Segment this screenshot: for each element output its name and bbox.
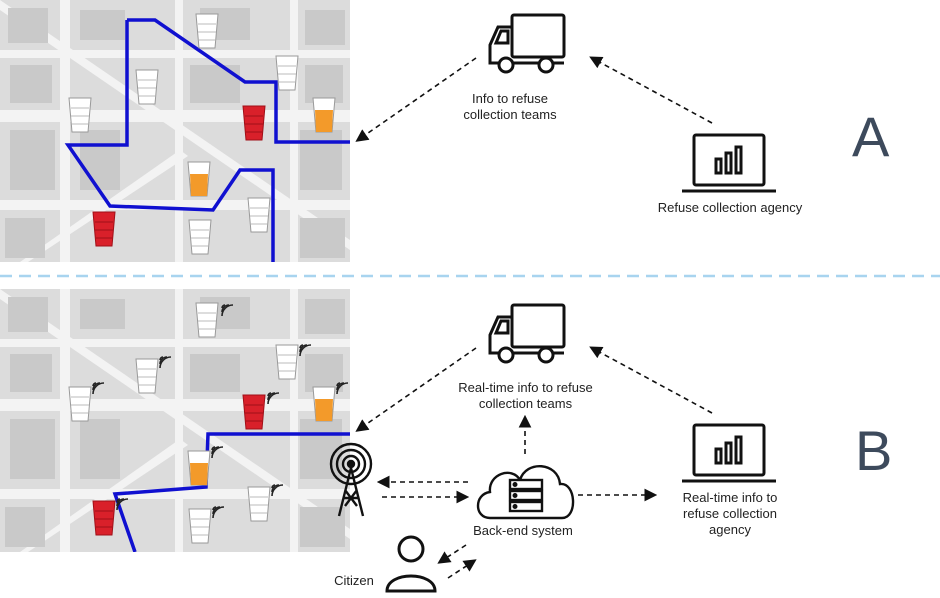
agency-label-b-line3: agency [709, 522, 751, 537]
waste-bin-icon [68, 97, 92, 133]
waste-bin-icon [92, 500, 116, 536]
truck-label-b: Real-time info to refuse collection team… [438, 380, 613, 412]
arrow-citizen-to-backend [447, 559, 477, 579]
agency-label-b-line1: Real-time info to [682, 490, 778, 505]
waste-bin-icon [92, 211, 116, 247]
waste-bin-icon [135, 358, 159, 394]
waste-bin-icon [195, 13, 219, 49]
waste-bin-icon [242, 394, 266, 430]
wifi-signal-icon [211, 446, 224, 459]
arrow-truck-to-map-b [355, 347, 477, 432]
arrow-agency-to-truck-b [589, 346, 713, 414]
wifi-signal-icon [271, 484, 284, 497]
agency-label-a: Refuse collection agency [657, 200, 803, 215]
waste-bin-icon [68, 386, 92, 422]
waste-bin-icon [247, 486, 271, 522]
bins-map-b [68, 302, 336, 544]
panel-letter-b: B [855, 419, 893, 482]
wifi-signal-icon [92, 382, 105, 395]
wifi-signal-icon [221, 304, 234, 317]
waste-bin-icon [188, 508, 212, 544]
backend-label: Back-end system [473, 523, 573, 538]
agency-label-b: Real-time info to refuse collection agen… [665, 490, 795, 538]
map-a-streets [0, 0, 350, 262]
route-a-lower [64, 20, 275, 262]
truck-icon [488, 13, 566, 74]
waste-bin-icon [247, 197, 271, 233]
laptop-chart-icon [682, 133, 776, 193]
wifi-signal-icon [116, 498, 129, 511]
wifi-signal-icon [299, 344, 312, 357]
truck-label-a: Info to refuse collection teams [445, 91, 575, 123]
waste-bin-icon [135, 69, 159, 105]
bins-map-a [68, 13, 336, 255]
agency-label-b-line2: refuse collection [683, 506, 777, 521]
arrow-truck-to-map-a [355, 57, 477, 142]
waste-bin-icon [312, 97, 336, 133]
truck-label-b-line1: Real-time info to refuse [458, 380, 593, 395]
city-map-b [0, 289, 350, 552]
waste-bin-icon [275, 344, 299, 380]
waste-bin-icon [242, 105, 266, 141]
map-a-graphic [0, 0, 350, 262]
laptop-chart-icon [682, 423, 776, 483]
truck-icon [488, 303, 566, 364]
route-a-upper [127, 18, 350, 144]
panel-letter-a: A [852, 105, 890, 168]
waste-bin-icon [275, 55, 299, 91]
wifi-signal-icon [159, 356, 172, 369]
bin-sensors [92, 304, 349, 519]
map-a-blocks [5, 8, 345, 258]
arrow-backend-to-citizen [437, 544, 467, 564]
waste-bin-icon [188, 219, 212, 255]
waste-bin-icon [195, 302, 219, 338]
waste-bin-icon [187, 161, 211, 197]
map-b-graphic [0, 289, 350, 552]
truck-label-a-line1: Info to refuse [472, 91, 548, 106]
antenna-tower-icon [329, 442, 373, 517]
arrow-agency-to-truck-a [589, 56, 713, 124]
truck-label-b-line2: collection teams [478, 396, 573, 411]
route-b [112, 432, 350, 552]
cloud-server-icon [476, 464, 575, 520]
wifi-signal-icon [267, 392, 280, 405]
wifi-signal-icon [212, 506, 225, 519]
citizen-icon [385, 535, 437, 593]
city-map-a [0, 0, 350, 262]
citizen-label: Citizen [334, 573, 374, 588]
map-b-blocks [5, 297, 345, 547]
truck-label-a-line2: collection teams [463, 107, 557, 122]
map-b-streets [0, 289, 350, 552]
waste-bin-icon [312, 386, 336, 422]
waste-bin-icon [187, 450, 211, 486]
wifi-signal-icon [336, 382, 349, 395]
